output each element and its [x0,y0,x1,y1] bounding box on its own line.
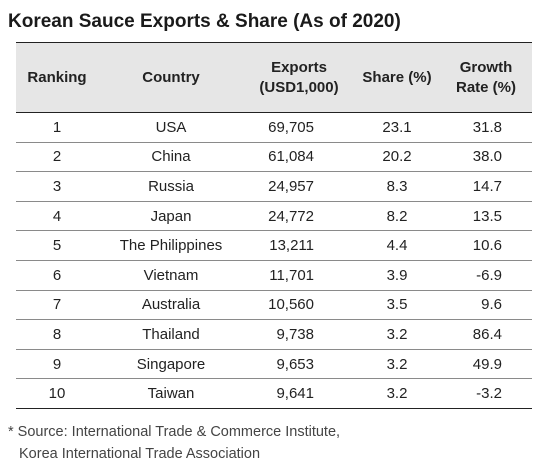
table-row: 7 Australia 10,560 3.5 9.6 [16,290,532,321]
cell-growth: 38.0 [440,142,532,173]
cell-country: Thailand [98,319,244,350]
cell-exports: 10,560 [244,290,354,321]
chart-page: Korean Sauce Exports & Share (As of 2020… [8,11,532,462]
cell-country: The Philippines [98,230,244,261]
table-row: 3 Russia 24,957 8.3 14.7 [16,171,532,202]
cell-ranking: 5 [16,230,98,261]
header-ranking: Ranking [16,42,98,113]
header-country: Country [98,42,244,113]
cell-country: Australia [98,290,244,321]
cell-growth: -6.9 [440,260,532,291]
cell-growth: 86.4 [440,319,532,350]
cell-growth: 9.6 [440,290,532,321]
cell-exports: 9,641 [244,378,354,409]
table-row: 8 Thailand 9,738 3.2 86.4 [16,319,532,350]
cell-growth: 31.8 [440,112,532,143]
cell-exports: 24,772 [244,201,354,232]
cell-exports: 61,084 [244,142,354,173]
source-line-2: Korea International Trade Association [19,445,261,462]
cell-country: Russia [98,171,244,202]
header-row: Ranking Country Exports (USD1,000) Share… [16,42,532,113]
cell-ranking: 3 [16,171,98,202]
cell-share: 20.2 [354,142,440,173]
header-growth-line1: Growth [459,58,513,76]
cell-country: Japan [98,201,244,232]
cell-growth: 10.6 [440,230,532,261]
header-share: Share (%) [354,42,440,113]
cell-ranking: 10 [16,378,98,409]
cell-growth: -3.2 [440,378,532,409]
cell-exports: 13,211 [244,230,354,261]
table-row: 6 Vietnam 11,701 3.9 -6.9 [16,260,532,291]
cell-share: 4.4 [354,230,440,261]
cell-country: Vietnam [98,260,244,291]
table-row: 10 Taiwan 9,641 3.2 -3.2 [16,378,532,409]
source-note: * Source: International Trade & Commerce… [8,421,531,465]
chart-title: Korean Sauce Exports & Share (As of 2020… [8,11,401,32]
cell-country: Taiwan [98,378,244,409]
header-exports: Exports (USD1,000) [244,42,354,113]
cell-ranking: 8 [16,319,98,350]
cell-growth: 14.7 [440,171,532,202]
table-body: 1 USA 69,705 23.1 31.8 2 China 61,084 20.2 38.0 3 R… [16,112,532,409]
table-row: 2 China 61,084 20.2 38.0 [16,142,532,173]
cell-share: 3.2 [354,319,440,350]
cell-share: 3.5 [354,290,440,321]
header-exports-line1: Exports [271,58,327,76]
table-row: 5 The Philippines 13,211 4.4 10.6 [16,230,532,261]
header-growth-line2: Rate (%) [455,78,516,96]
header-growth: Growth Rate (%) [440,42,532,113]
cell-share: 8.3 [354,171,440,202]
cell-country: Singapore [98,349,244,380]
header-exports-line2: (USD1,000) [259,78,339,96]
cell-ranking: 1 [16,112,98,143]
cell-share: 3.2 [354,349,440,380]
table-header: Ranking Country Exports (USD1,000) Share… [16,42,532,113]
cell-ranking: 9 [16,349,98,380]
cell-exports: 69,705 [244,112,354,143]
cell-exports: 9,653 [244,349,354,380]
cell-ranking: 6 [16,260,98,291]
cell-country: USA [98,112,244,143]
exports-table: Ranking Country Exports (USD1,000) Share… [16,42,532,409]
cell-exports: 24,957 [244,171,354,202]
cell-ranking: 7 [16,290,98,321]
cell-exports: 11,701 [244,260,354,291]
cell-growth: 49.9 [440,349,532,380]
cell-share: 3.2 [354,378,440,409]
cell-share: 23.1 [354,112,440,143]
source-line-1: * Source: International Trade & Commerce… [8,423,341,440]
cell-share: 3.9 [354,260,440,291]
cell-growth: 13.5 [440,201,532,232]
table-row: 9 Singapore 9,653 3.2 49.9 [16,349,532,380]
cell-exports: 9,738 [244,319,354,350]
table-row: 4 Japan 24,772 8.2 13.5 [16,201,532,232]
cell-ranking: 2 [16,142,98,173]
cell-ranking: 4 [16,201,98,232]
cell-share: 8.2 [354,201,440,232]
cell-country: China [98,142,244,173]
table-row: 1 USA 69,705 23.1 31.8 [16,112,532,143]
